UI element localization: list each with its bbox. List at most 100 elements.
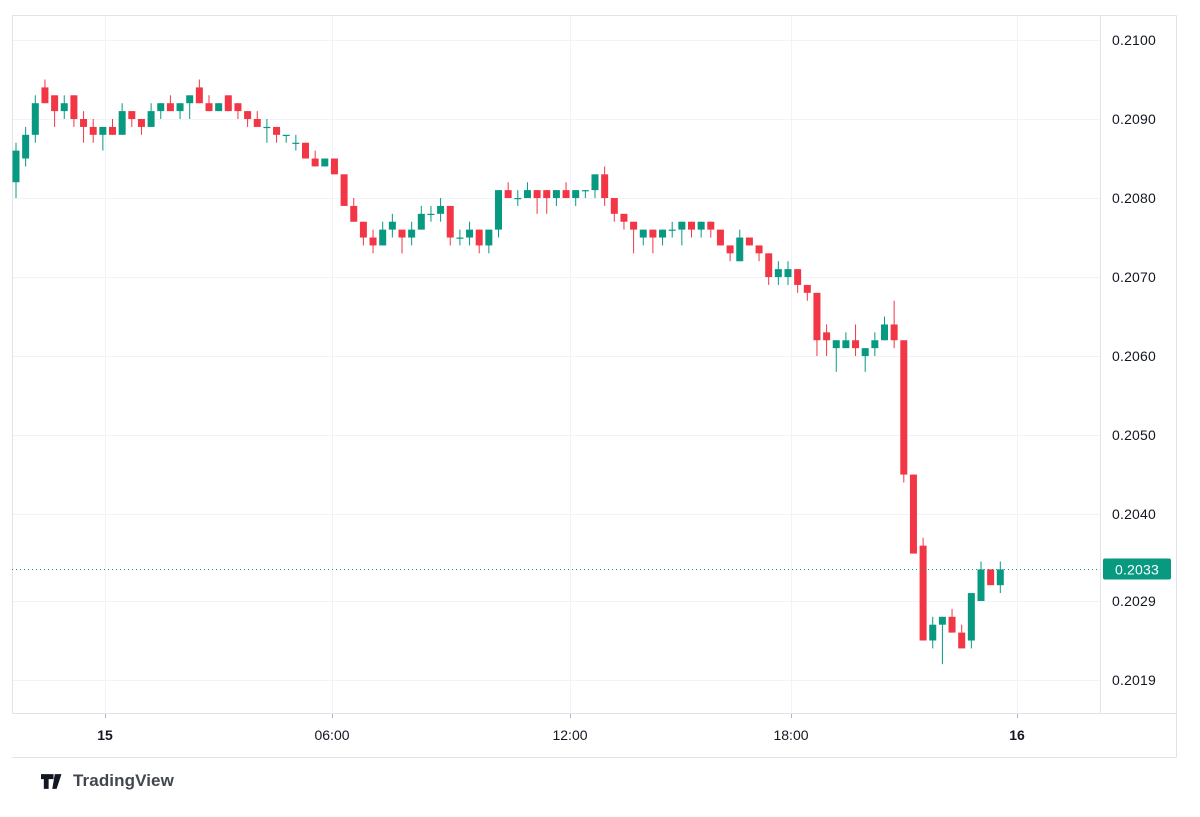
candle	[591, 174, 599, 199]
candle	[273, 126, 281, 143]
candle-body	[456, 237, 464, 239]
candle	[234, 103, 242, 120]
candle	[919, 537, 927, 641]
candle-body	[321, 158, 329, 167]
tradingview-icon	[41, 773, 62, 789]
candle	[89, 119, 97, 143]
candle	[765, 253, 773, 285]
candle-body	[774, 269, 782, 278]
candle-body	[890, 324, 898, 341]
candle-body	[591, 174, 599, 191]
time-axis[interactable]: 15 06:00 12:00 18:00 16	[12, 713, 1176, 757]
time-axis-label: 15	[97, 727, 113, 743]
candle	[774, 261, 782, 285]
candle-body	[417, 213, 425, 230]
candle-body	[224, 95, 232, 112]
candle-body	[234, 103, 242, 112]
candle	[99, 126, 107, 151]
candle	[533, 190, 541, 214]
price-axis-label: 0.2050	[1112, 427, 1157, 444]
candle-body	[485, 229, 493, 246]
candle-body	[292, 142, 300, 144]
candle-body	[51, 95, 59, 112]
candle-body	[581, 190, 589, 192]
candle-body	[716, 229, 724, 246]
candle-body	[726, 245, 734, 254]
candle-body	[330, 158, 338, 175]
candle	[485, 229, 493, 254]
candle	[987, 569, 995, 586]
candle	[388, 213, 396, 238]
candle	[745, 237, 753, 246]
candle	[697, 221, 705, 238]
candle-body	[109, 126, 116, 135]
candle-body	[466, 229, 474, 238]
candle	[70, 95, 78, 127]
candle-body	[929, 624, 937, 641]
candle-body	[765, 253, 773, 278]
candle-body	[99, 126, 107, 135]
candle	[784, 261, 792, 285]
candle-body	[861, 348, 869, 357]
candle-body	[601, 174, 609, 199]
candle	[601, 166, 609, 206]
candle-body	[205, 103, 213, 112]
candle	[379, 221, 387, 246]
candle	[948, 608, 956, 633]
tradingview-logo[interactable]: TradingView	[41, 771, 174, 791]
candle-body	[543, 190, 551, 199]
candle-body	[832, 340, 840, 349]
candle	[842, 332, 850, 349]
candle	[688, 221, 695, 238]
candle	[475, 229, 483, 254]
candle-body	[533, 190, 541, 199]
candle	[437, 198, 445, 222]
candle	[311, 150, 319, 167]
candle	[659, 229, 667, 246]
candle	[794, 269, 802, 293]
candle	[137, 119, 145, 135]
candle	[118, 103, 126, 135]
candle	[456, 229, 464, 246]
time-axis-label: 16	[1009, 727, 1025, 743]
candle-body	[186, 95, 194, 104]
candle-body	[977, 569, 985, 601]
candle-body	[823, 332, 831, 341]
candle	[466, 221, 474, 246]
candle	[186, 95, 194, 120]
candle	[176, 103, 184, 120]
candle-body	[128, 111, 136, 120]
candle	[427, 205, 435, 222]
candle-body	[89, 126, 97, 135]
candle-body	[620, 213, 628, 222]
candle-body	[881, 324, 888, 341]
candle-body	[523, 190, 531, 199]
candle-body	[263, 126, 271, 129]
candle	[31, 95, 39, 143]
candle	[668, 221, 676, 238]
candle	[128, 111, 136, 127]
candle	[253, 111, 261, 127]
candle	[832, 340, 840, 372]
candle	[523, 182, 531, 199]
candle-body	[707, 221, 715, 230]
candle-body	[70, 95, 78, 120]
candle	[726, 245, 734, 262]
candle-body	[794, 269, 802, 285]
price-axis-label: 0.2040	[1112, 506, 1157, 523]
candle	[552, 190, 560, 206]
candle-body	[157, 103, 165, 112]
candle	[581, 190, 589, 199]
candle-body	[755, 245, 763, 254]
candle	[263, 119, 271, 143]
candle-body	[900, 340, 908, 475]
candle-body	[195, 87, 203, 104]
tradingview-wordmark: TradingView	[73, 771, 174, 790]
candle-body	[215, 103, 223, 112]
candle-body	[244, 111, 252, 120]
candle-body	[12, 150, 20, 183]
candle-body	[359, 221, 367, 238]
price-axis[interactable]: 0.2033 0.2100 0.2090 0.2080 0.2070 0.2060 0.2…	[1100, 15, 1176, 713]
candle	[909, 474, 917, 554]
